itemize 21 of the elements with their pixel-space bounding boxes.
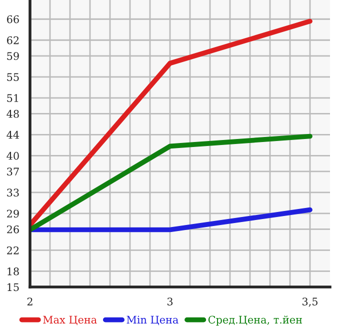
y-tick-label: 40: [6, 152, 19, 160]
y-tick-label: 26: [7, 225, 19, 234]
legend-label: Сред.Цена, т.йен: [208, 316, 302, 326]
y-tick-label: 37: [7, 168, 19, 176]
y-tick-label: 62: [7, 36, 19, 44]
x-tick-label: 3,5: [302, 298, 318, 307]
y-tick-label: 48: [6, 110, 19, 118]
y-tick-label: 22: [7, 246, 19, 254]
y-tick-label: 51: [7, 94, 18, 102]
y-tick-label: 15: [8, 283, 19, 292]
legend-label: Min Цена: [126, 316, 178, 326]
y-tick-label: 29: [7, 210, 19, 218]
y-tick-label: 55: [7, 73, 19, 82]
y-tick-label: 66: [7, 15, 19, 24]
x-tick-label: 3: [167, 298, 173, 306]
y-tick-label: 44: [6, 130, 20, 139]
y-tick-label: 18: [8, 267, 19, 276]
x-tick-label: 2: [27, 298, 32, 306]
y-tick-label: 33: [7, 188, 19, 197]
legend-label: Max Цена: [43, 316, 97, 326]
y-tick-label: 59: [7, 52, 19, 60]
